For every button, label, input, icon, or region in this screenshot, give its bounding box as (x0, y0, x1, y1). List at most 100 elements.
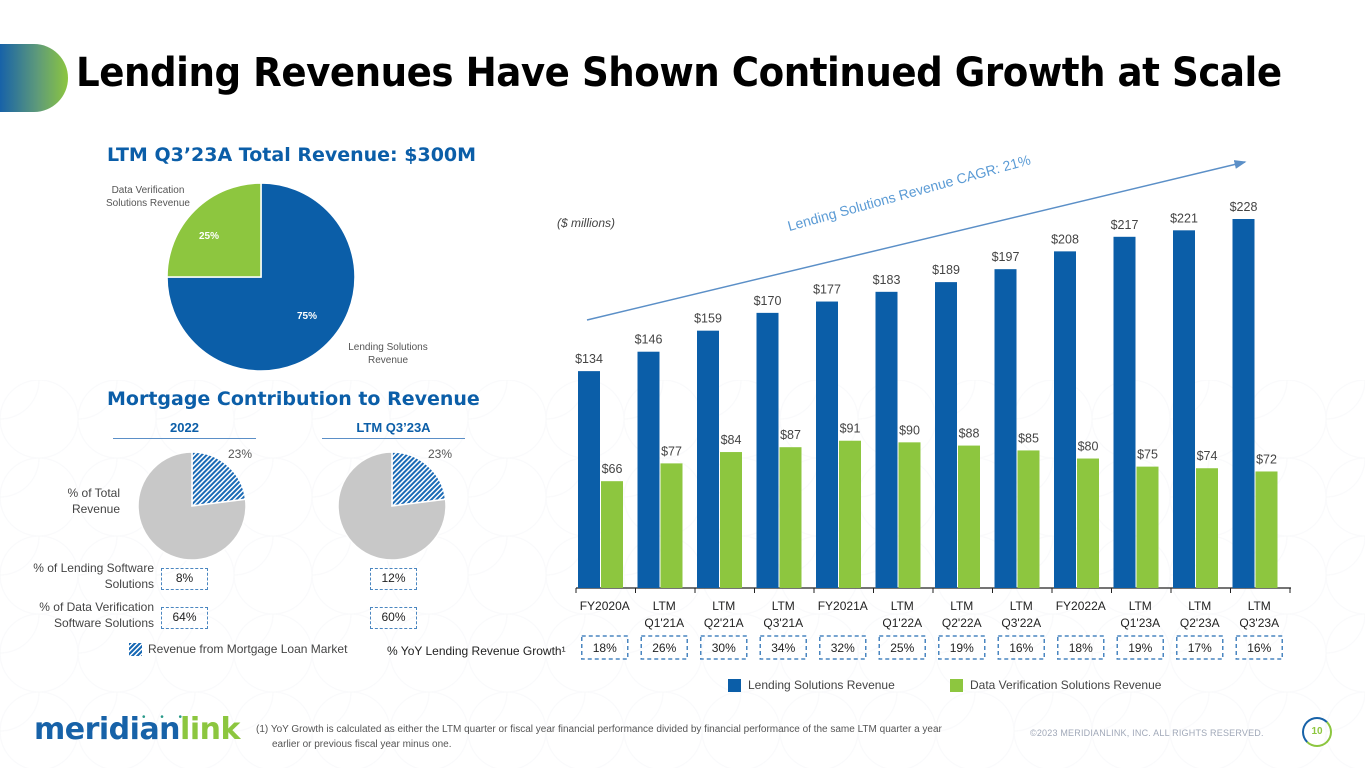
footnote-line-2: earlier or previous fiscal year minus on… (272, 738, 452, 750)
data-label-dv: $80 (1078, 440, 1099, 454)
total-revenue-title: LTM Q3’23A Total Revenue: $300M (107, 144, 477, 166)
bar-data-verification (898, 442, 921, 588)
x-tick-label: Q3'21A (763, 616, 803, 630)
x-tick-label: LTM (712, 599, 735, 613)
dv-pct-2022: 64% (161, 607, 208, 629)
yoy-growth-box (1235, 635, 1283, 660)
page-number: 10 (1302, 717, 1332, 747)
x-tick-label: Q1'22A (882, 616, 922, 630)
period-header-2022: 2022 (113, 420, 256, 439)
cagr-arrow (586, 160, 1247, 321)
bar-lending (1113, 236, 1136, 588)
yoy-growth-value: 16% (1009, 641, 1033, 655)
yoy-growth-box (938, 635, 986, 660)
hatch-legend-swatch (129, 643, 142, 656)
bar-lending (637, 351, 660, 588)
yoy-growth-box (1116, 635, 1164, 660)
data-label-lending: $159 (694, 312, 722, 326)
mortgage-pct-ltm: 23% (428, 447, 453, 461)
data-label-lending: $134 (575, 352, 603, 366)
bar-lending (935, 282, 957, 588)
bar-lending (1054, 251, 1076, 589)
bar-lending (697, 330, 719, 588)
yoy-growth-value: 34% (771, 641, 795, 655)
yoy-growth-box (878, 635, 926, 660)
x-tick-label: LTM (1010, 599, 1033, 613)
copyright: ©2023 MERIDIANLINK, INC. ALL RIGHTS RESE… (1030, 728, 1264, 738)
data-label-lending: $228 (1230, 200, 1258, 214)
data-label-dv: $90 (899, 423, 920, 437)
pie-label-data-verification: Data Verification Solutions Revenue (106, 185, 190, 209)
pie-pct-lending: 75% (297, 311, 318, 322)
x-tick-label: Q2'21A (704, 616, 744, 630)
x-tick-label: Q2'23A (1180, 616, 1220, 630)
yoy-growth-value: 18% (1069, 641, 1093, 655)
bar-data-verification (779, 447, 802, 588)
x-tick-label: LTM (1188, 599, 1211, 613)
bar-lending (816, 301, 838, 588)
legend-swatch-lending (728, 679, 741, 692)
yoy-growth-box (640, 635, 688, 660)
bar-lending (1173, 230, 1195, 588)
data-label-dv: $85 (1018, 431, 1039, 445)
total-revenue-pie (166, 182, 356, 372)
x-tick-label: Q2'22A (942, 616, 982, 630)
x-tick-label: LTM (1129, 599, 1152, 613)
title-accent-tab (0, 44, 68, 112)
bar-data-verification (601, 481, 623, 588)
mortgage-title: Mortgage Contribution to Revenue (107, 388, 480, 410)
x-tick-label: FY2022A (1056, 599, 1106, 613)
data-label-dv: $91 (840, 422, 861, 436)
data-label-dv: $75 (1137, 448, 1158, 462)
bar-lending (756, 312, 779, 588)
x-tick-label: Q3'22A (1001, 616, 1041, 630)
legend-label-lending: Lending Solutions Revenue (748, 678, 895, 692)
data-label-dv: $72 (1256, 452, 1277, 466)
bar-lending (578, 371, 600, 588)
x-tick-label: FY2020A (580, 599, 630, 613)
x-tick-label: Q3'23A (1239, 616, 1279, 630)
mortgage-pie-2022 (137, 451, 247, 561)
bar-data-verification (1077, 458, 1099, 588)
yoy-growth-value: 30% (712, 641, 736, 655)
x-tick-label: LTM (772, 599, 795, 613)
yoy-growth-value: 19% (950, 641, 974, 655)
hatch-legend-label: Revenue from Mortgage Loan Market (148, 642, 348, 656)
units-label: ($ millions) (557, 216, 616, 230)
row-label-lending: % of Lending Software Solutions (33, 561, 154, 591)
mortgage-pct-2022: 23% (228, 447, 253, 461)
revenue-bar-chart: $134 $66 FY2020A 18% $146 $77 LTM Q1'21A 26% $159… (575, 160, 1291, 660)
footnote-line-1: (1) YoY Growth is calculated as either t… (256, 724, 942, 735)
x-tick-label: LTM (950, 599, 973, 613)
yoy-growth-value: 18% (593, 641, 617, 655)
bar-data-verification (958, 445, 980, 588)
yoy-growth-box (581, 635, 629, 660)
x-tick-label: LTM (653, 599, 676, 613)
meridianlink-logo: meridianlink (34, 712, 240, 747)
logo-dots: • • • (142, 712, 189, 723)
yoy-growth-box (819, 635, 867, 660)
yoy-growth-box (1057, 635, 1105, 660)
legend-swatch-dv (950, 679, 963, 692)
x-tick-label: FY2021A (818, 599, 868, 613)
yoy-growth-box (700, 635, 748, 660)
data-label-lending: $170 (754, 294, 782, 308)
data-label-dv: $87 (780, 428, 801, 442)
bar-data-verification (1017, 450, 1040, 588)
data-label-dv: $66 (602, 462, 623, 476)
page-title: Lending Revenues Have Shown Continued Gr… (76, 50, 1282, 96)
bar-lending (1232, 219, 1255, 588)
data-label-lending: $189 (932, 263, 960, 277)
yoy-growth-box (1176, 635, 1224, 660)
bar-data-verification (839, 440, 861, 588)
lending-pct-ltm: 12% (370, 568, 417, 590)
bar-lending (875, 291, 898, 588)
mortgage-slice (391, 451, 447, 507)
pie-pct-data-verification: 25% (199, 231, 220, 242)
data-label-dv: $88 (959, 427, 980, 441)
yoy-growth-value: 25% (890, 641, 914, 655)
data-label-lending: $177 (813, 283, 841, 297)
x-tick-label: Q1'23A (1120, 616, 1160, 630)
bar-data-verification (720, 452, 742, 588)
pie-slice-lending (166, 182, 356, 372)
